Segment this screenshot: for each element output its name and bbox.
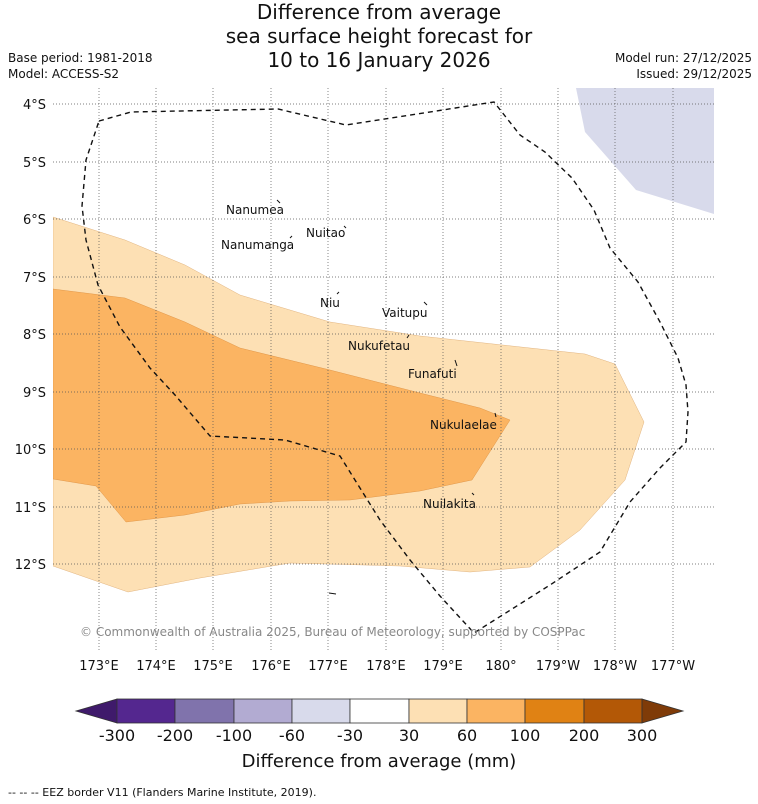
island-mark-niu (336, 291, 340, 295)
colorbar-segment (349, 698, 410, 724)
longitude-labels: 173°E 174°E 175°E 176°E 177°E 178°E 179°… (79, 659, 695, 674)
island-mark-nuilakita (471, 492, 475, 496)
model-name: Model: ACCESS-S2 (8, 67, 120, 81)
lat-label: 10°S (15, 443, 46, 458)
lon-label: 179°W (536, 659, 580, 674)
map-title: Difference from average sea surface heig… (0, 0, 758, 72)
island-label-nuitao: Nuitao (306, 226, 345, 240)
island-label-funafuti: Funafuti (408, 367, 457, 381)
issued-date: Issued: 29/12/2025 (636, 67, 752, 81)
island-mark-nanumea (276, 199, 281, 204)
colorbar-tick: -100 (216, 726, 252, 745)
colorbar-tick: -200 (157, 726, 193, 745)
lat-label: 12°S (15, 558, 46, 573)
lat-label: 7°S (23, 271, 46, 286)
colorbar-segment (116, 698, 176, 724)
island-mark-nukufetau (406, 334, 410, 339)
negative-anomaly-region (576, 88, 714, 214)
island-mark-vaitupu (423, 301, 428, 306)
reef-mark (328, 592, 337, 595)
colorbar-segment (466, 698, 526, 724)
colorbar-tick: -300 (99, 726, 135, 745)
colorbar-segment (291, 698, 351, 724)
lon-label: 173°E (79, 659, 119, 674)
colorbar-title: Difference from average (mm) (242, 751, 517, 772)
island-label-nanumea: Nanumea (226, 203, 284, 217)
island-marks (276, 199, 497, 595)
colorbar-tick: -60 (279, 726, 305, 745)
lat-label: 11°S (15, 501, 46, 516)
colorbar-segment (233, 698, 293, 724)
colorbar-tick: 60 (457, 726, 477, 745)
lat-label: 5°S (23, 156, 46, 171)
eez-legend-note: -- -- -- EEZ border V11 (Flanders Marine… (8, 786, 317, 799)
model-run: Model run: 27/12/2025 (614, 51, 752, 65)
anomaly-region-60-100 (53, 288, 511, 523)
title-line-3: 10 to 16 January 2026 (267, 48, 491, 72)
lon-label: 178°E (366, 659, 406, 674)
colorbar-segment (524, 698, 585, 724)
colorbar: -300 -200 -100 -60 -30 30 60 100 200 300… (74, 698, 685, 772)
colorbar-arrow-right (641, 698, 685, 724)
base-period: Base period: 1981-2018 (8, 51, 153, 65)
lon-label: 179°E (423, 659, 463, 674)
graticule (53, 88, 714, 650)
latitude-labels: 4°S 5°S 6°S 7°S 8°S 9°S 10°S 11°S 12°S (15, 98, 46, 573)
island-mark-nukulaelae (494, 412, 497, 418)
lon-label: 177°E (308, 659, 348, 674)
island-label-vaitupu: Vaitupu (382, 306, 428, 320)
colorbar-segment (174, 698, 235, 724)
lon-label: 178°W (593, 659, 637, 674)
copyright-notice: © Commonwealth of Australia 2025, Bureau… (80, 625, 585, 639)
colorbar-segment (583, 698, 643, 724)
meta-left: Base period: 1981-2018 Model: ACCESS-S2 (8, 50, 153, 82)
title-line-2: sea surface height forecast for (225, 24, 533, 48)
island-label-nanumanga: Nanumanga (221, 238, 294, 252)
lat-label: 8°S (23, 328, 46, 343)
colorbar-tick: 30 (399, 726, 419, 745)
island-mark-nuitao (343, 225, 347, 229)
colorbar-tick: 100 (510, 726, 541, 745)
lon-label: 180° (485, 659, 516, 674)
lon-label: 177°W (651, 659, 695, 674)
lat-label: 4°S (23, 98, 46, 113)
island-label-nukufetau: Nukufetau (348, 339, 410, 353)
island-mark-nanumanga (289, 235, 293, 239)
lat-label: 6°S (23, 213, 46, 228)
lon-label: 176°E (251, 659, 291, 674)
island-label-nukulaelae: Nukulaelae (430, 418, 497, 432)
colorbar-tick: 300 (627, 726, 658, 745)
eez-border (81, 101, 689, 634)
colorbar-tick: -30 (337, 726, 363, 745)
island-label-nuilakita: Nuilakita (423, 497, 476, 511)
colorbar-arrow-left (74, 698, 118, 724)
lon-label: 175°E (193, 659, 233, 674)
map-area: Nanumea Nuitao Nanumanga Niu Vaitupu Nuk… (53, 88, 714, 650)
lon-label: 174°E (136, 659, 176, 674)
colorbar-segment (408, 698, 468, 724)
lat-label: 9°S (23, 386, 46, 401)
island-label-niu: Niu (320, 296, 340, 310)
title-line-1: Difference from average (256, 0, 502, 24)
island-mark-funafuti (454, 359, 458, 367)
meta-right: Model run: 27/12/2025 Issued: 29/12/2025 (615, 50, 752, 82)
colorbar-tick: 200 (569, 726, 600, 745)
